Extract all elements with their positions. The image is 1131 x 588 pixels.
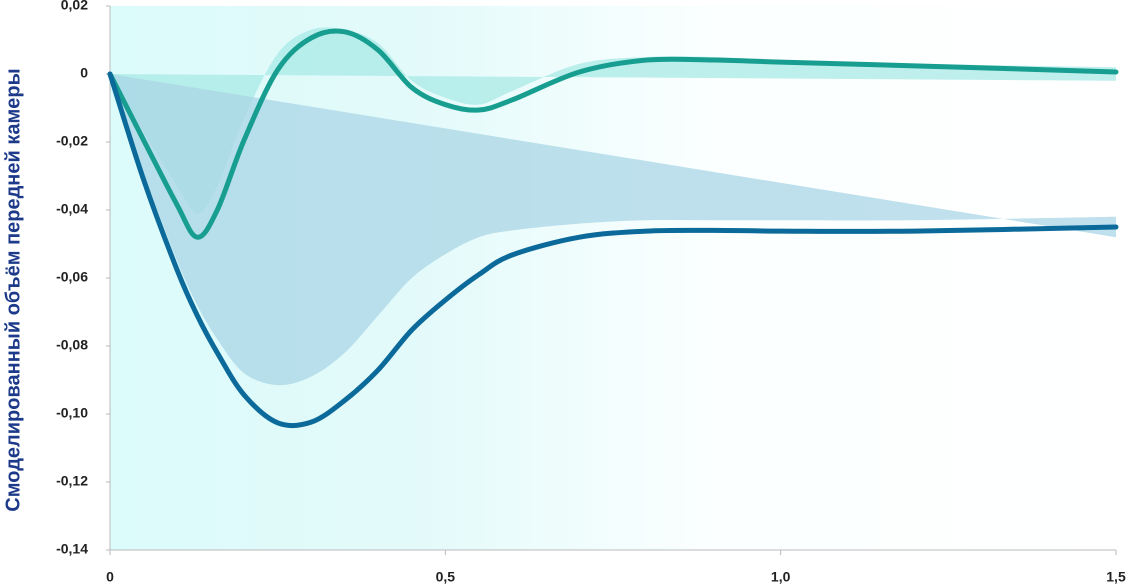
y-tick-label: -0,14 — [56, 541, 88, 557]
y-tick-label: -0,12 — [56, 473, 88, 489]
x-tick-label: 0,5 — [436, 569, 456, 585]
y-tick-label: -0,04 — [56, 201, 88, 217]
y-tick-label: -0,06 — [56, 269, 88, 285]
y-tick-label: -0,10 — [56, 405, 88, 421]
y-tick-label: -0,08 — [56, 337, 88, 353]
confidence-band — [110, 27, 1116, 214]
x-tick-label: 1,5 — [1106, 569, 1126, 585]
line — [107, 28, 1119, 240]
y-tick-label: -0,02 — [56, 133, 88, 149]
y-tick-label: 0 — [80, 65, 88, 81]
line — [107, 71, 1119, 429]
y-tick-label: 0,02 — [61, 0, 88, 13]
y-axis-title: Смоделированный объём передней камеры — [2, 68, 24, 511]
x-tick-label: 1,0 — [771, 569, 791, 585]
confidence-band — [110, 74, 1116, 386]
x-tick-label: 0 — [106, 569, 114, 585]
